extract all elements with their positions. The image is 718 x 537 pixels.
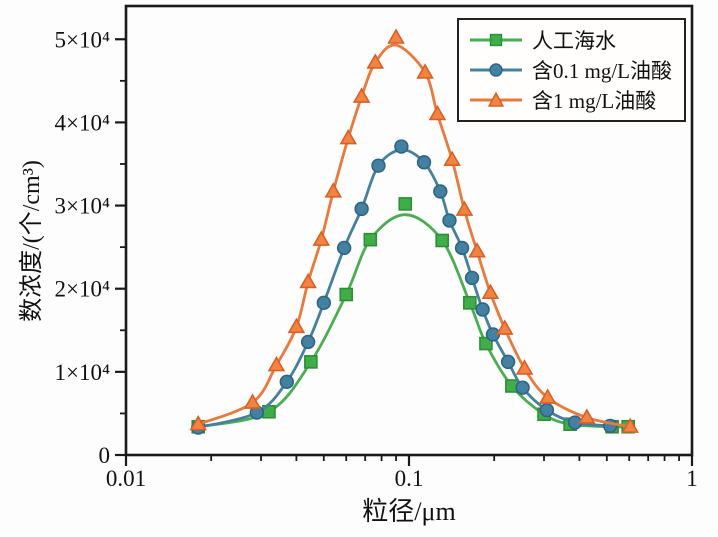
series-1-circle-marker-icon	[279, 374, 295, 390]
series-0-square-marker-icon	[479, 336, 493, 351]
triangle-marker-icon	[487, 91, 505, 107]
legend-item-oleic-0.1mg: 含0.1 mg/L油酸	[468, 55, 672, 85]
series-0-square-marker-icon	[363, 232, 378, 247]
series-2-triangle-marker-icon	[189, 415, 208, 431]
legend: 人工海水 含0.1 mg/L油酸 含1 mg/L油酸	[457, 18, 686, 122]
series-1-circle-marker-icon	[316, 295, 332, 311]
y-tick-label: 1×10⁴	[55, 360, 111, 385]
y-tick-label: 2×10⁴	[55, 277, 111, 302]
series-2-triangle-marker-icon	[267, 355, 286, 372]
series-1-circle-marker-icon	[433, 184, 448, 199]
series-2-triangle-marker-icon	[481, 283, 500, 300]
series-2-triangle-marker-icon	[416, 63, 434, 79]
series-1-circle-marker-icon	[475, 302, 490, 317]
x-tick-label: 0.01	[106, 466, 146, 491]
series-1-line	[196, 148, 612, 429]
series-0-square-marker-icon	[304, 355, 318, 369]
series-2-triangle-marker-icon	[243, 393, 262, 409]
series-2-triangle-marker-icon	[621, 417, 640, 433]
series-1-circle-marker-icon	[515, 380, 530, 395]
legend-swatch-circle-icon	[470, 63, 522, 77]
series-2-triangle-marker-icon	[496, 319, 514, 335]
series-2-triangle-marker-icon	[312, 230, 331, 246]
series-2-triangle-marker-icon	[287, 317, 306, 334]
y-tick-label: 3×10⁴	[55, 194, 111, 219]
series-0-square-marker-icon	[398, 197, 413, 211]
circle-marker-icon	[489, 63, 503, 77]
y-tick-label: 0	[99, 443, 111, 468]
series-2-triangle-marker-icon	[428, 104, 447, 121]
series-2-triangle-marker-icon	[339, 128, 358, 145]
series-2-triangle-marker-icon	[324, 182, 343, 198]
series-2-triangle-marker-icon	[538, 388, 557, 404]
y-tick-label: 5×10⁴	[55, 27, 111, 52]
series-0-square-marker-icon	[435, 233, 449, 248]
series-1-circle-marker-icon	[371, 158, 386, 173]
x-tick-label: 1	[686, 466, 698, 491]
series-2-triangle-marker-icon	[352, 87, 371, 103]
series-1-circle-marker-icon	[336, 240, 352, 256]
series-1-circle-marker-icon	[394, 139, 409, 154]
series-2-triangle-marker-icon	[387, 28, 405, 44]
series-1-circle-marker-icon	[454, 240, 470, 256]
y-axis-title: 数浓度/(个/cm³)	[19, 160, 45, 322]
series-1-circle-marker-icon	[354, 201, 369, 217]
legend-item-oleic-1mg: 含1 mg/L油酸	[468, 85, 672, 115]
x-axis-title: 粒径/μm	[362, 497, 456, 526]
legend-label: 含1 mg/L油酸	[532, 89, 657, 113]
y-tick-label: 4×10⁴	[55, 110, 111, 135]
series-1-circle-marker-icon	[539, 402, 555, 418]
series-2-triangle-marker-icon	[578, 408, 596, 424]
legend-item-artificial-seawater: 人工海水	[468, 25, 672, 55]
series-2-triangle-marker-icon	[468, 242, 486, 258]
series-2-triangle-marker-icon	[515, 359, 534, 375]
series-2-triangle-marker-icon	[299, 272, 317, 289]
legend-label: 人工海水	[532, 29, 616, 53]
series-0-square-marker-icon	[463, 296, 477, 310]
series-1-circle-marker-icon	[464, 270, 480, 286]
series-1-circle-marker-icon	[500, 354, 516, 370]
series-2-triangle-marker-icon	[366, 53, 385, 69]
series-1-circle-marker-icon	[300, 334, 316, 350]
legend-swatch-triangle-icon	[470, 91, 522, 107]
series-0-square-marker-icon	[339, 287, 354, 302]
series-1-circle-marker-icon	[442, 213, 457, 228]
legend-label: 含0.1 mg/L油酸	[532, 59, 672, 83]
legend-swatch-square-icon	[470, 33, 522, 47]
square-marker-icon	[489, 33, 503, 47]
x-tick-label: 0.1	[395, 466, 424, 491]
series-2-line	[196, 43, 632, 429]
series-1-circle-marker-icon	[416, 155, 432, 170]
series-2-triangle-marker-icon	[443, 150, 461, 167]
series-2-triangle-marker-icon	[455, 200, 474, 216]
series-0-line	[196, 213, 630, 429]
